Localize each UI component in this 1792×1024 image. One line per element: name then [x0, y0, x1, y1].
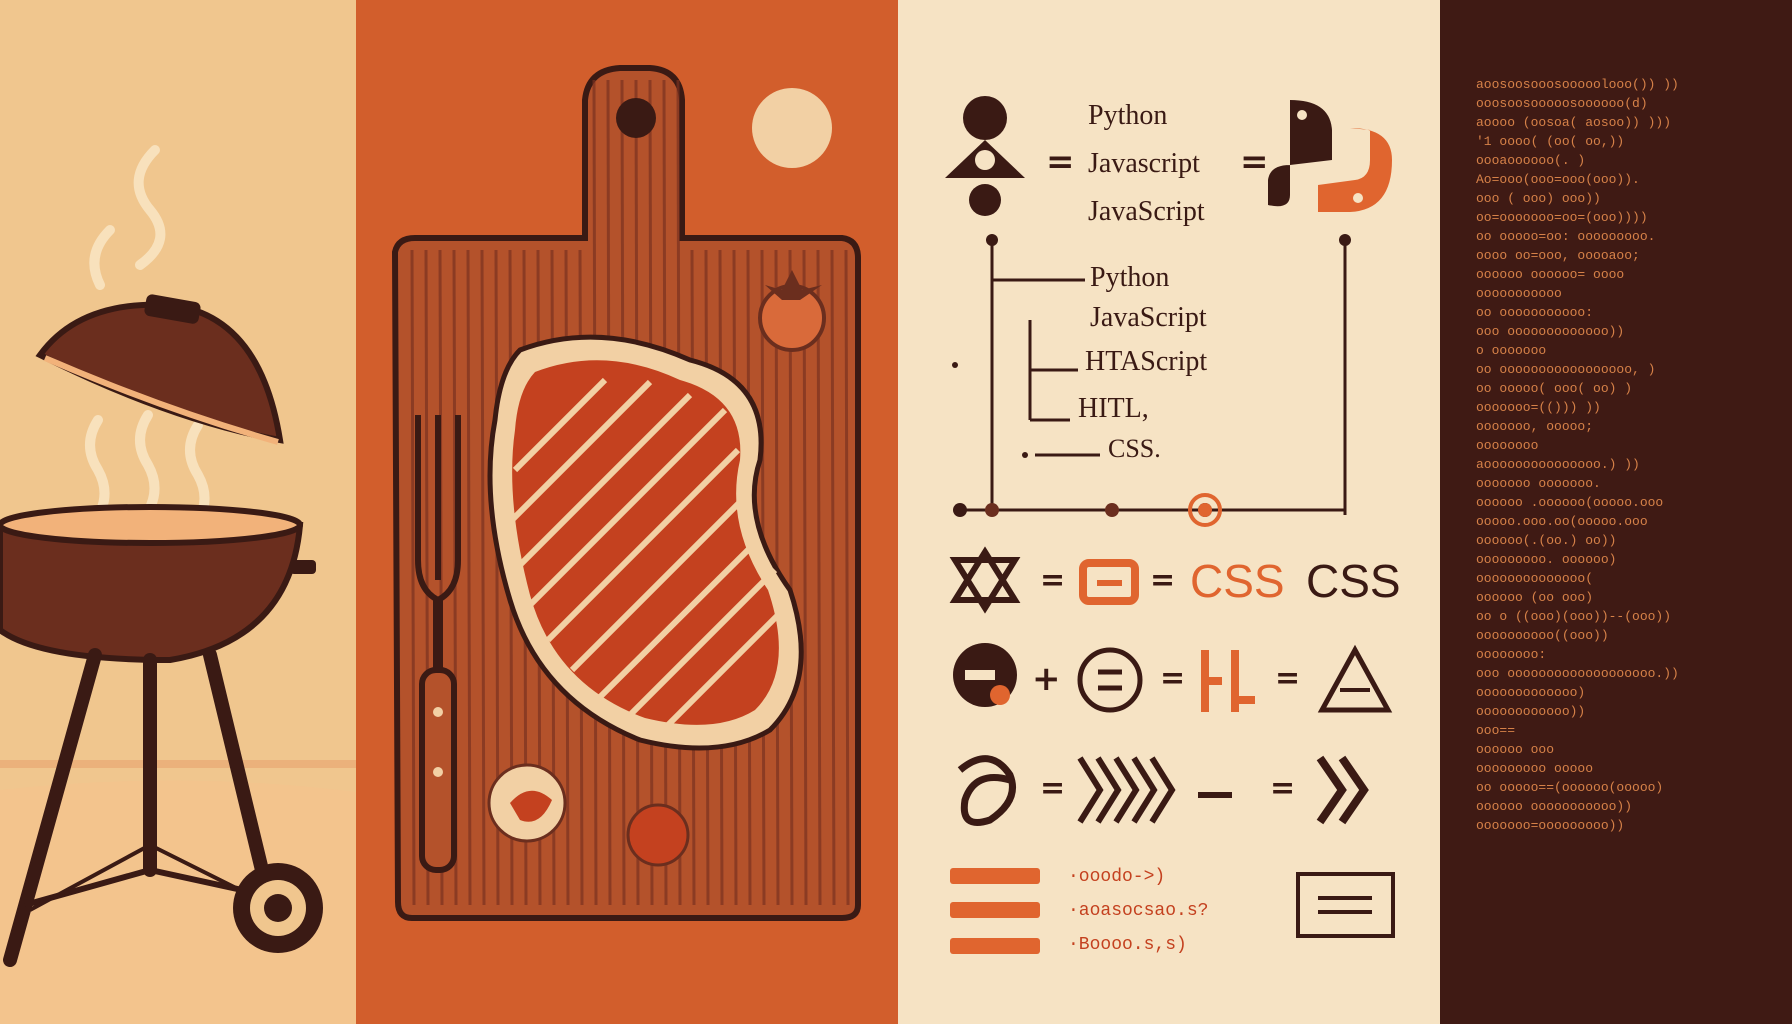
code-line: ooooo.ooo.oo(ooooo.ooo	[1476, 514, 1648, 529]
grill-icon	[0, 145, 356, 1024]
label-javascript-second: JavaScript	[1088, 196, 1205, 227]
code-line: oooooo .oooooo(ooooo.ooo	[1476, 495, 1664, 510]
code-line: ooo ( ooo) ooo))	[1476, 191, 1601, 206]
code-tree-diagram	[955, 240, 1347, 515]
code-line: oooooooo:	[1476, 647, 1547, 662]
tomato-icon	[758, 270, 826, 352]
equals-sign-3b: =	[1275, 661, 1301, 696]
code-line: ooooooooo. oooooo)	[1476, 552, 1617, 567]
orange-box-icon	[1079, 559, 1139, 605]
code-line: ooooooo=(())) ))	[1476, 400, 1601, 415]
code-line: ooooooo ooooooo.	[1476, 476, 1601, 491]
code-line: aooooooooooooooo.) ))	[1476, 457, 1640, 472]
tree-item-javascript: JavaScript	[1090, 302, 1207, 333]
code-line: ooosoosooooosoooooo(d)	[1476, 96, 1648, 111]
python-logo-icon	[1268, 100, 1392, 212]
orange-bars-icon	[950, 868, 1040, 954]
onion-icon	[752, 88, 832, 168]
snippet-line-1: ·ooodo->)	[1068, 867, 1166, 887]
equals-sign-2b: =	[1150, 563, 1176, 598]
code-line: oo ooooo( ooo( oo) )	[1476, 381, 1633, 396]
code-window-icon	[1296, 872, 1395, 938]
code-line: aoosoosooosooooolooo()) ))	[1476, 77, 1679, 92]
code-line: oooooooo	[1476, 438, 1539, 453]
code-line: oooooooooooo))	[1476, 704, 1586, 719]
html-bracket-icon	[1201, 650, 1255, 712]
code-line: oooooooooo((ooo))	[1476, 628, 1609, 643]
triangle-star-icon	[949, 546, 1021, 614]
code-line: ooooooo=ooooooooo))	[1476, 818, 1625, 833]
code-line: ooo ooooooooooooooooooo.))	[1476, 666, 1679, 681]
equals-sign-4a: =	[1040, 771, 1066, 806]
triangle-icon	[1317, 644, 1393, 713]
snippet-line-2: ·aoasocsao.s?	[1068, 901, 1209, 921]
radish-icon	[626, 803, 690, 867]
equals-sign-1b: =	[1240, 142, 1269, 182]
code-line: ooooooo, ooooo;	[1476, 419, 1594, 434]
css-label-dark: CSS	[1306, 555, 1401, 607]
code-line: oooooo oooooo= oooo	[1476, 267, 1625, 282]
steak-icon	[487, 334, 804, 751]
code-line: ooooooooooo	[1476, 286, 1562, 301]
wood-grain-line	[466, 249, 472, 906]
equals-sign-2a: =	[1040, 563, 1066, 598]
label-python-top: Python	[1088, 100, 1168, 131]
tree-item-python: Python	[1090, 262, 1170, 293]
equals-sign-4b: =	[1270, 771, 1296, 806]
infinity-loop-icon	[957, 755, 1016, 826]
code-line: ooooooooo ooooo	[1476, 761, 1594, 776]
code-line: o ooooooo	[1476, 343, 1547, 358]
tree-item-hitl: HITL,	[1078, 393, 1149, 424]
equals-sign-3a: =	[1160, 661, 1186, 696]
chevron-right-icon	[1077, 755, 1369, 825]
wood-grain-line	[816, 249, 822, 906]
code-line: oo=ooooooo=oo=(ooo))))	[1476, 210, 1648, 225]
diagram-nodes	[952, 234, 1351, 517]
code-line: oo ooooooooooo:	[1476, 305, 1594, 320]
css-label-orange: CSS	[1190, 555, 1285, 607]
code-line: oooooo (oo ooo)	[1476, 590, 1594, 605]
wood-grain-line	[830, 249, 836, 906]
plus-sign: +	[1032, 659, 1061, 699]
code-line: oooaoooooo(. )	[1476, 153, 1586, 168]
snippet-line-3: ·Boooo.s,s)	[1068, 935, 1187, 955]
fork-icon	[415, 415, 461, 873]
code-line: oo ooooooooooooooooo, )	[1476, 362, 1656, 377]
label-javascript-top: Javascript	[1088, 148, 1200, 179]
code-line: oo ooooo=oo: ooooooooo.	[1476, 229, 1656, 244]
code-line: '1 oooo( (oo( oo,))	[1476, 134, 1625, 149]
code-line: oooooo(.(oo.) oo))	[1476, 533, 1617, 548]
wood-grain-line	[480, 249, 486, 906]
ubuntu-like-logo-icon	[945, 96, 1025, 216]
code-line: oo ooooo==(oooooo(ooooo)	[1476, 780, 1664, 795]
code-line: oooooo ooo	[1476, 742, 1555, 757]
wood-grain-line	[410, 249, 416, 906]
face-circle-icon	[953, 643, 1017, 707]
wood-grain-line	[802, 249, 808, 906]
panel-code-bg	[1440, 0, 1792, 1024]
code-line: ooo ooooooooooooo))	[1476, 324, 1625, 339]
code-line: Ao=ooo(ooo=ooo(ooo)).	[1476, 172, 1640, 187]
code-line: oo o ((ooo)(ooo))--(ooo))	[1476, 609, 1672, 624]
equals-sign-1a: =	[1046, 142, 1075, 182]
code-line: oooooooooooooo(	[1476, 571, 1594, 586]
code-line: oooo oo=ooo, ooooaoo;	[1476, 248, 1640, 263]
wood-grain-line	[844, 249, 850, 906]
code-line: aoooo (oosoa( aosoo)) )))	[1476, 115, 1672, 130]
code-line: oooooo ooooooooooo))	[1476, 799, 1633, 814]
circle-equals-icon	[1077, 647, 1143, 713]
wood-grain-line	[788, 249, 794, 906]
tree-item-htascript: HTAScript	[1085, 346, 1208, 377]
code-line: ooo==	[1476, 723, 1516, 738]
code-line: ooooooooooooo)	[1476, 685, 1586, 700]
tree-item-css: CSS.	[1108, 434, 1161, 463]
